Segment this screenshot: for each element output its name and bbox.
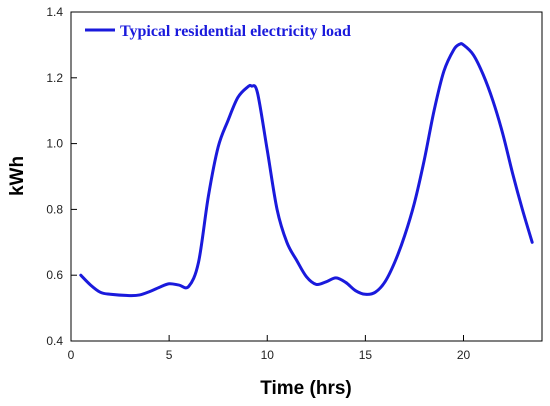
x-axis-ticks: 0 5 10 15 20	[68, 335, 471, 362]
y-tick-label: 1.2	[46, 71, 63, 85]
x-tick-label: 0	[68, 348, 75, 362]
legend-label: Typical residential electricity load	[120, 23, 351, 40]
series-line-residential-load	[79, 42, 534, 298]
x-tick-label: 10	[261, 348, 275, 362]
y-axis-ticks: 0.4 0.6 0.8 1.0 1.2 1.4	[46, 5, 77, 348]
x-tick-label: 15	[359, 348, 373, 362]
x-tick-label: 5	[166, 348, 173, 362]
plot-frame	[70, 11, 543, 342]
y-tick-label: 1.0	[46, 137, 63, 151]
y-tick-label: 0.6	[46, 268, 63, 282]
x-tick-label: 20	[457, 348, 471, 362]
y-axis-title: kWh	[7, 156, 28, 196]
x-axis-title: Time (hrs)	[260, 378, 352, 399]
y-tick-label: 1.4	[46, 5, 63, 19]
y-tick-label: 0.4	[46, 334, 63, 348]
legend: Typical residential electricity load	[85, 23, 351, 40]
y-tick-label: 0.8	[46, 202, 63, 216]
